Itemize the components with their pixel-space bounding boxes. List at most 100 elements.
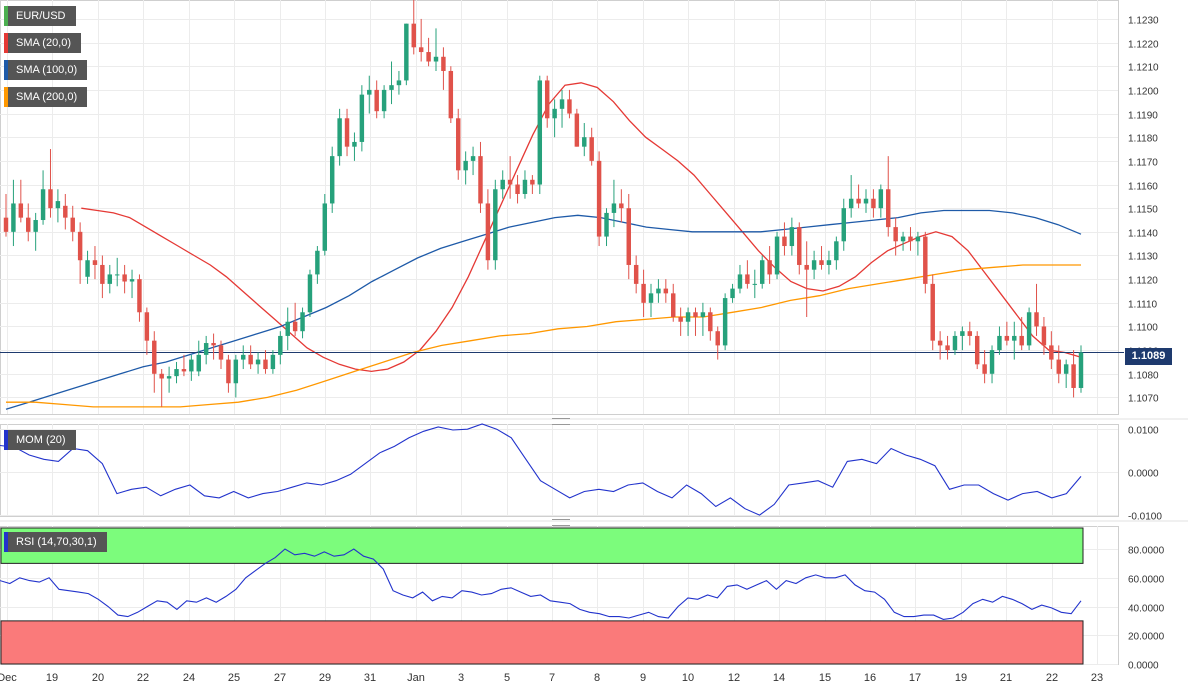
x-tick-label: 8: [594, 672, 600, 684]
rsi-tick-label: 0.0000: [1128, 661, 1159, 672]
candle-body: [152, 340, 157, 374]
candle-body: [722, 298, 728, 346]
candle-body: [952, 335, 958, 351]
candle-body: [263, 359, 268, 370]
candle-body: [389, 85, 394, 90]
candle-body: [478, 156, 483, 204]
candle-body: [226, 359, 231, 384]
candle-body: [730, 288, 735, 299]
x-tick-label: 12: [728, 672, 740, 684]
x-tick-label: 14: [773, 672, 785, 684]
legend-momentum[interactable]: MOM (20): [4, 430, 76, 450]
candle-body: [129, 279, 135, 282]
candle-body: [900, 236, 906, 242]
candle-body: [463, 160, 468, 171]
candle-body: [300, 312, 305, 332]
candle-body: [278, 335, 283, 355]
candle-body: [493, 189, 498, 261]
candle-body: [989, 350, 995, 374]
candle-body: [1026, 312, 1032, 346]
candle-body: [500, 179, 505, 190]
candle-body: [92, 260, 98, 265]
candle-body: [255, 359, 261, 365]
candle-body: [908, 236, 913, 242]
panel-resize-handle-2[interactable]: [552, 519, 570, 526]
candle-body: [745, 274, 750, 284]
x-tick-label: 19: [955, 672, 967, 684]
candle-body: [1034, 312, 1039, 327]
legend-rsi[interactable]: RSI (14,70,30,1): [4, 532, 107, 552]
x-tick-label: 31: [364, 672, 376, 684]
candle-body: [1004, 335, 1010, 341]
candle-body: [344, 118, 350, 147]
candle-body: [804, 264, 809, 270]
candle-body: [863, 198, 869, 204]
candle-body: [671, 293, 676, 318]
candle-body: [841, 208, 846, 242]
candle-body: [77, 231, 83, 261]
candle-body: [315, 250, 320, 275]
momentum-tick-label: 0.0000: [1128, 469, 1159, 480]
candle-body: [85, 260, 90, 277]
candle-body: [982, 364, 987, 374]
x-tick-label: 23: [1091, 672, 1103, 684]
x-tick-label: 20: [92, 672, 104, 684]
candle-body: [248, 354, 253, 365]
candle-body: [708, 312, 713, 332]
candle-body: [767, 260, 772, 275]
legend-sma-200[interactable]: SMA (200,0): [4, 87, 88, 107]
candle-body: [1063, 364, 1069, 374]
legend-eurusd[interactable]: EUR/USD: [4, 6, 76, 26]
candle-body: [648, 293, 654, 303]
candle-body: [122, 274, 127, 282]
x-tick-label: 5: [504, 672, 510, 684]
legend-sma-100[interactable]: SMA (100,0): [4, 60, 88, 80]
legend-sma-20[interactable]: SMA (20,0): [4, 33, 82, 53]
candle-body: [530, 179, 535, 185]
candle-body: [856, 198, 861, 204]
candle-body: [559, 99, 565, 109]
candle-body: [189, 359, 194, 372]
price-tick-label: 1.1230: [1128, 16, 1159, 27]
x-tick-label: 7: [549, 672, 555, 684]
rsi-tick-label: 60.0000: [1128, 575, 1165, 586]
candle-body: [441, 56, 446, 71]
x-tick-label: Dec: [0, 672, 17, 684]
candle-body: [507, 179, 513, 185]
candle-body: [33, 220, 38, 232]
candle-body: [596, 160, 602, 237]
candle-body: [685, 312, 691, 322]
candle-body: [589, 137, 594, 161]
candle-body: [656, 288, 661, 294]
candle-body: [693, 312, 698, 318]
candle-body: [114, 274, 120, 276]
candle-body: [611, 203, 617, 213]
candle-body: [700, 312, 706, 318]
candle-body: [819, 260, 824, 265]
candle-body: [1071, 364, 1076, 388]
candle-body: [100, 264, 105, 284]
candle-body: [40, 189, 46, 221]
candle-body: [774, 236, 780, 275]
candle-body: [1056, 359, 1061, 374]
candle-body: [18, 203, 24, 218]
sma-200-line: [6, 264, 1081, 408]
candle-body: [715, 331, 720, 346]
candle-body: [826, 260, 832, 265]
candle-body: [241, 354, 246, 360]
candle-body: [633, 264, 639, 284]
candle-body: [515, 184, 520, 194]
candle-body: [70, 217, 75, 232]
candle-body: [782, 236, 787, 247]
panel-resize-handle-1[interactable]: [552, 418, 570, 425]
x-tick-label: 21: [1000, 672, 1012, 684]
candle-body: [967, 331, 973, 336]
price-tick-label: 1.1220: [1128, 40, 1159, 51]
candle-body: [166, 376, 172, 379]
candle-body: [848, 198, 854, 209]
candle-body: [292, 321, 298, 332]
candle-body: [797, 227, 802, 265]
rsi-overbought-band: [0, 527, 1084, 564]
candle-body: [626, 208, 631, 265]
